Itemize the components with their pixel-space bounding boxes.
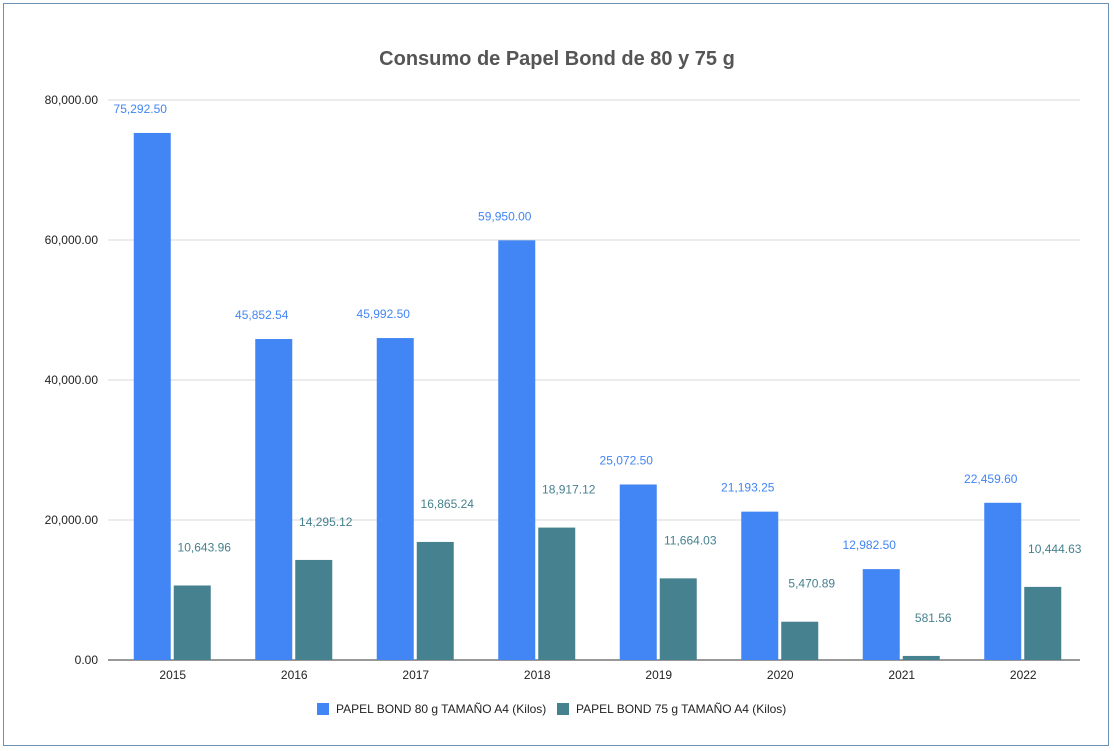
- bar-80g: [741, 511, 779, 660]
- legend-label: PAPEL BOND 75 g TAMAÑO A4 (Kilos): [576, 702, 786, 716]
- y-tick-label: 80,000.00: [45, 93, 99, 107]
- legend-label: PAPEL BOND 80 g TAMAÑO A4 (Kilos): [336, 702, 546, 716]
- bar-75g: [781, 621, 819, 660]
- bar-75g: [902, 655, 940, 660]
- chart-title: Consumo de Papel Bond de 80 y 75 g: [379, 48, 735, 70]
- data-label-75g: 5,470.89: [788, 577, 835, 591]
- x-tick-label: 2022: [1010, 668, 1037, 682]
- legend-item: PAPEL BOND 75 g TAMAÑO A4 (Kilos): [557, 702, 786, 716]
- x-tick-label: 2019: [645, 668, 672, 682]
- data-label-75g: 16,865.24: [421, 497, 475, 511]
- bar-75g: [173, 585, 211, 660]
- bar-80g: [255, 339, 293, 660]
- x-tick-label: 2016: [281, 668, 308, 682]
- data-label-80g: 45,852.54: [235, 308, 289, 322]
- legend-swatch: [317, 703, 329, 715]
- data-label-80g: 21,193.25: [721, 481, 775, 495]
- data-label-80g: 22,459.60: [964, 472, 1018, 486]
- legend-swatch: [557, 703, 569, 715]
- data-label-75g: 14,295.12: [299, 515, 353, 529]
- y-tick-label: 0.00: [75, 653, 99, 667]
- data-label-80g: 25,072.50: [600, 453, 654, 467]
- data-label-75g: 11,664.03: [664, 533, 717, 547]
- x-tick-label: 2021: [888, 668, 915, 682]
- legend-item: PAPEL BOND 80 g TAMAÑO A4 (Kilos): [317, 702, 546, 716]
- y-axis: 0.00 20,000.00 40,000.00 60,000.00 80,000.00: [45, 93, 99, 667]
- data-label-80g: 75,292.50: [114, 102, 168, 116]
- y-tick-label: 20,000.00: [45, 513, 99, 527]
- legend: PAPEL BOND 80 g TAMAÑO A4 (Kilos) PAPEL B…: [317, 702, 786, 716]
- x-tick-label: 2017: [402, 668, 429, 682]
- data-label-80g: 59,950.00: [478, 209, 532, 223]
- data-label-75g: 18,917.12: [542, 483, 596, 497]
- bar-80g: [862, 569, 900, 660]
- bar-80g: [498, 240, 536, 660]
- data-labels: 75,292.50 10,643.96 45,852.54 14,295.12 45,9…: [114, 102, 1082, 625]
- bar-75g: [416, 541, 454, 660]
- bar-75g: [1024, 586, 1062, 660]
- data-label-75g: 10,643.96: [178, 540, 232, 554]
- bars: [133, 132, 1062, 660]
- data-label-80g: 12,982.50: [843, 538, 897, 552]
- bar-75g: [295, 559, 333, 660]
- bar-80g: [376, 338, 414, 660]
- y-tick-label: 60,000.00: [45, 233, 99, 247]
- x-tick-label: 2018: [524, 668, 551, 682]
- data-label-75g: 581.56: [915, 611, 952, 625]
- data-label-80g: 45,992.50: [357, 307, 411, 321]
- y-tick-label: 40,000.00: [45, 373, 99, 387]
- bar-80g: [984, 502, 1022, 660]
- bar-75g: [538, 527, 576, 660]
- x-tick-label: 2015: [159, 668, 186, 682]
- bar-80g: [133, 132, 171, 660]
- x-axis: 2015 2016 2017 2018 2019 2020 2021 2022: [159, 668, 1037, 682]
- data-label-75g: 10,444.63: [1028, 542, 1082, 556]
- bar-75g: [659, 578, 697, 660]
- grid-lines: [108, 99, 1080, 661]
- x-tick-label: 2020: [767, 668, 794, 682]
- bar-80g: [619, 484, 657, 660]
